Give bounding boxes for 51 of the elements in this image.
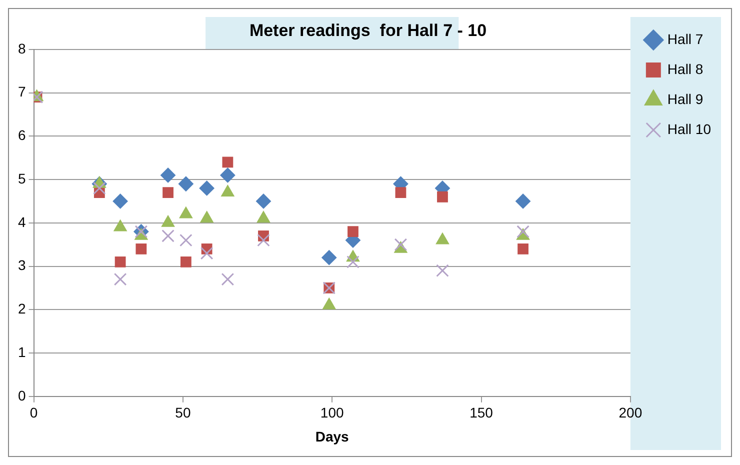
point: [114, 272, 127, 286]
point: [162, 230, 174, 242]
y-tick-label: 8: [18, 40, 26, 56]
x-tick-label: 50: [175, 404, 191, 421]
y-tick-label: 7: [18, 84, 26, 100]
x-tick-label: 100: [320, 404, 344, 421]
point: [93, 182, 106, 195]
point: [395, 187, 406, 198]
legend-label: Hall 8: [667, 60, 704, 77]
point: [436, 264, 449, 278]
y-tick-label: 1: [18, 344, 26, 360]
point: [221, 272, 234, 286]
y-tick-label: 0: [18, 387, 26, 404]
y-tick-label: 3: [18, 257, 26, 274]
y-tick-label: 4: [18, 214, 26, 230]
point: [257, 234, 270, 247]
point: [180, 256, 192, 268]
point: [322, 250, 337, 266]
y-tick-label: 6: [18, 127, 26, 144]
point: [114, 256, 126, 268]
point: [162, 187, 174, 198]
x-axis-title: Days: [315, 428, 350, 444]
point: [516, 194, 531, 209]
point: [178, 176, 194, 192]
x-tick-label: 150: [470, 404, 494, 421]
point: [221, 185, 234, 197]
point: [136, 243, 147, 254]
y-tick-label: 2: [18, 300, 26, 317]
x-tick-label: 0: [30, 404, 38, 421]
y-tick-label: 5: [18, 170, 26, 186]
point: [200, 246, 214, 260]
point: [180, 234, 192, 247]
point: [199, 180, 214, 196]
point: [256, 194, 271, 209]
legend-label: Hall 10: [667, 120, 712, 137]
point: [160, 168, 176, 183]
point: [220, 168, 236, 183]
legend-label: Hall 7: [667, 30, 704, 47]
point: [437, 191, 448, 202]
point: [346, 256, 360, 268]
point: [256, 211, 270, 223]
point: [112, 194, 128, 209]
legend-label: Hall 9: [667, 90, 704, 107]
point: [348, 226, 358, 238]
chart-title: Meter readings for Hall 7 - 10: [249, 20, 487, 40]
point: [222, 156, 234, 168]
point: [518, 243, 528, 254]
point: [394, 238, 408, 251]
point: [200, 211, 214, 223]
x-tick-label: 200: [618, 404, 642, 421]
point: [516, 225, 530, 238]
